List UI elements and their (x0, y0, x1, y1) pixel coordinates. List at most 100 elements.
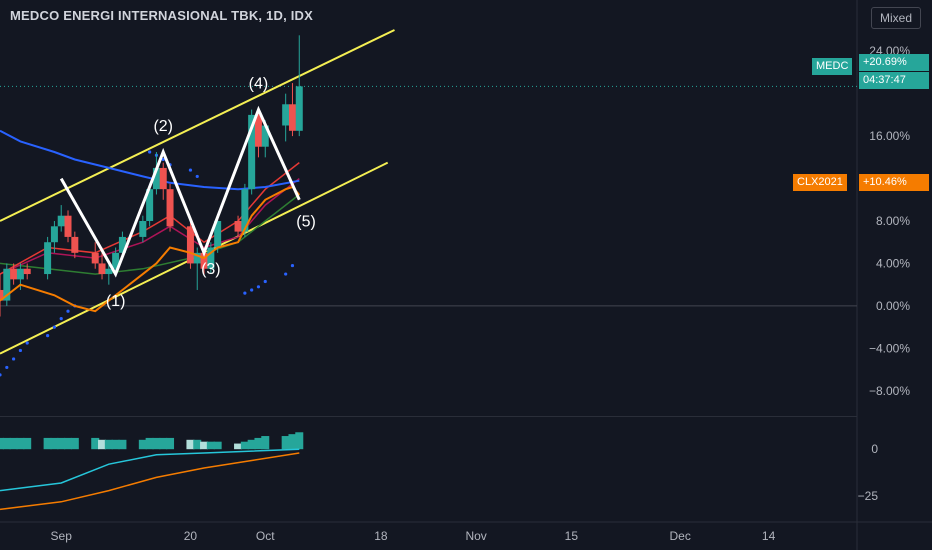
candle (112, 247, 120, 275)
histogram-bar (206, 441, 215, 450)
scale-mode-button[interactable]: Mixed (871, 7, 921, 29)
time-tick-label: 14 (762, 529, 776, 543)
candle-body (152, 167, 160, 190)
candle (282, 93, 290, 142)
candle (288, 83, 296, 137)
candle-body (112, 252, 120, 269)
histogram-bar (213, 441, 222, 450)
wave-labels: (1) (2) (3) (4) (5) (106, 75, 316, 310)
sar-point (148, 150, 152, 154)
time-tick-label: Oct (256, 529, 275, 543)
candlesticks (0, 35, 303, 317)
moving-average-line-4 (0, 129, 300, 191)
clx-symbol-badge: CLX2021 (793, 174, 847, 191)
histogram-bar (9, 437, 18, 450)
price-tick-label: 0.00% (876, 299, 910, 313)
sar-point (290, 263, 295, 268)
sar-point (263, 279, 267, 284)
candle-body (186, 226, 194, 264)
moving-average-line-1 (0, 193, 300, 275)
candle (146, 183, 154, 227)
histogram-bar (193, 439, 202, 450)
candle-body (118, 236, 126, 253)
sar-point (256, 285, 261, 289)
price-tick-label: 8.00% (876, 214, 910, 228)
time-axis: Sep 20 Oct 18 Nov 15 Dec 14 (51, 529, 776, 543)
time-tick-label: Sep (51, 529, 73, 543)
histogram-bar (0, 437, 4, 450)
histogram-bar (43, 437, 52, 450)
oscillator-tick-label: −25 (858, 489, 879, 503)
sar-point (250, 288, 254, 292)
candle-body (234, 221, 242, 232)
candle (50, 221, 58, 253)
candle (207, 242, 215, 275)
candle-body (261, 125, 269, 147)
time-tick-label: Nov (465, 529, 486, 543)
histogram-bar (145, 437, 154, 450)
sar-point (59, 317, 63, 321)
price-tick-label: 16.00% (869, 129, 910, 143)
histogram-bar (138, 439, 147, 450)
time-tick-label: 20 (184, 529, 198, 543)
medc-countdown-badge: 04:37:47 (859, 72, 929, 89)
candle (0, 274, 4, 317)
candle (105, 263, 113, 285)
price-axis: 24.00%16.00%12.00%8.00%4.00%0.00%−4.00%−… (858, 44, 911, 503)
candle-body (193, 252, 201, 264)
histogram-bar (91, 437, 100, 450)
candle-body (200, 252, 208, 269)
histogram-bar (152, 437, 161, 450)
chart-title: MEDCO ENERGI INTERNASIONAL TBK, 1D, IDX (10, 8, 313, 23)
candle (186, 221, 194, 269)
candle-body (241, 189, 249, 232)
histogram-bar (261, 436, 270, 450)
candle-body (105, 268, 113, 275)
histogram-bar (166, 437, 175, 450)
candle (234, 215, 242, 237)
sar-point (243, 291, 247, 295)
candle-body (50, 226, 58, 243)
histogram-bar (104, 439, 113, 450)
price-tick-label: −4.00% (869, 341, 910, 355)
sar-point (0, 373, 2, 377)
candle (10, 263, 18, 285)
candle (159, 162, 167, 200)
candle-body (295, 86, 303, 131)
histogram-bar (186, 439, 195, 450)
sar-point (12, 357, 16, 361)
sar-point (25, 341, 29, 345)
elliott-wave (59, 105, 301, 278)
wave-label-4: (4) (249, 75, 269, 92)
candle (139, 215, 147, 243)
histogram-bar (50, 437, 59, 450)
sar-point (188, 168, 193, 172)
candle-body (98, 263, 106, 275)
candle-body (44, 242, 52, 275)
wave-label-3: (3) (201, 261, 221, 278)
histogram-bar (2, 437, 11, 450)
sar-point (18, 348, 23, 353)
oscillator-tick-label: 0 (871, 442, 878, 456)
oscillator-line-2 (0, 452, 300, 511)
time-tick-label: 15 (565, 529, 579, 543)
sar-point (161, 157, 165, 162)
oscillator-pane (0, 432, 304, 511)
candle (23, 263, 31, 280)
price-tick-label: 4.00% (876, 256, 910, 270)
candle (254, 109, 262, 158)
candle (44, 236, 52, 280)
price-tick-label: −8.00% (869, 384, 910, 398)
sar-point (66, 309, 70, 313)
candle-body (159, 167, 167, 190)
candle-body (91, 252, 99, 264)
candle (3, 263, 11, 306)
medc-change-badge: +20.69% (859, 54, 929, 71)
wave-path (59, 105, 301, 278)
histogram-bar (70, 437, 79, 450)
time-tick-label: Dec (669, 529, 690, 543)
histogram-bar (200, 441, 209, 450)
histogram-bar (234, 443, 243, 450)
